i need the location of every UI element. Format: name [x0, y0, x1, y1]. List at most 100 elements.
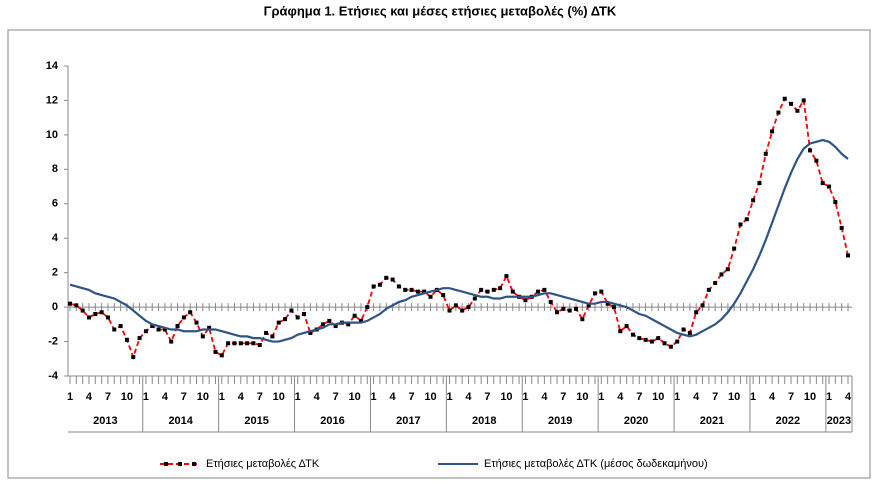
point-marker — [207, 325, 212, 330]
point-marker — [814, 158, 819, 163]
point-marker — [592, 291, 597, 296]
point-marker — [371, 284, 376, 289]
point-marker — [706, 287, 711, 292]
point-marker — [770, 129, 775, 134]
x-tick-label: 1 — [750, 391, 756, 403]
point-marker — [447, 308, 452, 313]
point-marker — [611, 305, 616, 310]
x-tick-label: 4 — [845, 391, 852, 403]
point-marker — [251, 341, 256, 346]
x-tick-label: 7 — [788, 391, 794, 403]
point-marker — [112, 327, 117, 332]
point-marker — [99, 310, 104, 315]
point-marker — [700, 303, 705, 308]
point-marker — [352, 313, 357, 318]
x-tick-label: 4 — [617, 391, 624, 403]
x-tick-label: 10 — [652, 391, 664, 403]
x-tick-label: 4 — [390, 391, 397, 403]
x-tick-label: 4 — [465, 391, 472, 403]
x-tick-label: 4 — [541, 391, 548, 403]
point-marker — [567, 308, 572, 313]
point-marker — [561, 306, 566, 311]
point-marker — [346, 322, 351, 327]
point-marker — [649, 339, 654, 344]
point-marker — [472, 296, 477, 301]
point-marker — [498, 286, 503, 291]
x-tick-label: 1 — [598, 391, 604, 403]
y-tick-label: -2 — [48, 335, 58, 347]
point-marker — [460, 308, 465, 313]
y-tick-label: 2 — [52, 267, 58, 279]
point-marker — [396, 284, 401, 289]
point-marker — [156, 327, 161, 332]
point-marker — [694, 310, 699, 315]
y-tick-label: 8 — [52, 163, 58, 175]
year-label: 2015 — [244, 415, 268, 427]
point-marker — [485, 289, 490, 294]
point-marker — [719, 272, 724, 277]
point-marker — [536, 289, 541, 294]
point-marker — [656, 336, 661, 341]
point-marker — [289, 308, 294, 313]
point-marker — [605, 301, 610, 306]
point-marker — [150, 324, 155, 329]
point-marker — [175, 324, 180, 329]
point-marker — [675, 339, 680, 344]
point-marker — [713, 281, 718, 285]
point-marker — [668, 344, 673, 349]
x-tick-label: 4 — [769, 391, 776, 403]
point-marker — [415, 289, 420, 294]
year-label: 2013 — [93, 415, 117, 427]
y-tick-label: 0 — [52, 301, 58, 313]
year-label: 2020 — [624, 415, 648, 427]
point-marker — [200, 334, 205, 339]
point-marker — [358, 318, 363, 323]
x-tick-label: 10 — [728, 391, 740, 403]
x-tick-label: 10 — [500, 391, 512, 403]
point-marker — [479, 287, 484, 292]
year-label: 2022 — [776, 415, 800, 427]
legend-label: Ετήσιες μεταβολές ΔΤΚ (μέσος δωδεκαμήνου… — [484, 458, 708, 470]
point-marker — [504, 274, 509, 279]
x-tick-label: 4 — [693, 391, 700, 403]
point-marker — [377, 282, 382, 287]
x-tick-label: 7 — [105, 391, 111, 403]
y-tick-label: 6 — [52, 198, 58, 210]
x-tick-label: 10 — [349, 391, 361, 403]
x-tick-label: 7 — [712, 391, 718, 403]
point-marker — [270, 334, 275, 339]
point-marker — [131, 355, 136, 360]
point-marker — [574, 306, 579, 311]
point-marker — [74, 303, 79, 308]
x-tick-label: 7 — [333, 391, 339, 403]
point-marker — [618, 329, 623, 334]
point-marker — [143, 329, 148, 334]
point-marker — [308, 330, 313, 335]
point-marker — [662, 341, 667, 346]
point-marker — [232, 341, 237, 346]
point-marker — [422, 289, 427, 294]
chart-title: Γράφημα 1. Ετήσιες και μέσες ετήσιες μετ… — [264, 3, 617, 18]
point-marker — [681, 327, 686, 332]
point-marker — [827, 184, 832, 189]
point-marker — [213, 349, 218, 354]
point-marker — [137, 336, 142, 341]
point-marker — [757, 181, 762, 186]
point-marker — [105, 315, 110, 320]
point-marker — [548, 299, 553, 304]
year-label: 2023 — [827, 415, 851, 427]
point-marker — [555, 310, 560, 315]
x-tick-label: 10 — [197, 391, 209, 403]
year-label: 2014 — [168, 415, 193, 427]
legend-marker — [178, 462, 182, 466]
point-marker — [839, 225, 844, 230]
point-marker — [624, 324, 629, 329]
x-tick-label: 4 — [238, 391, 245, 403]
x-tick-label: 7 — [560, 391, 566, 403]
point-marker — [194, 320, 199, 325]
point-marker — [169, 339, 174, 344]
point-marker — [245, 341, 250, 346]
point-marker — [795, 108, 800, 113]
point-marker — [124, 337, 129, 342]
x-tick-label: 1 — [219, 391, 225, 403]
